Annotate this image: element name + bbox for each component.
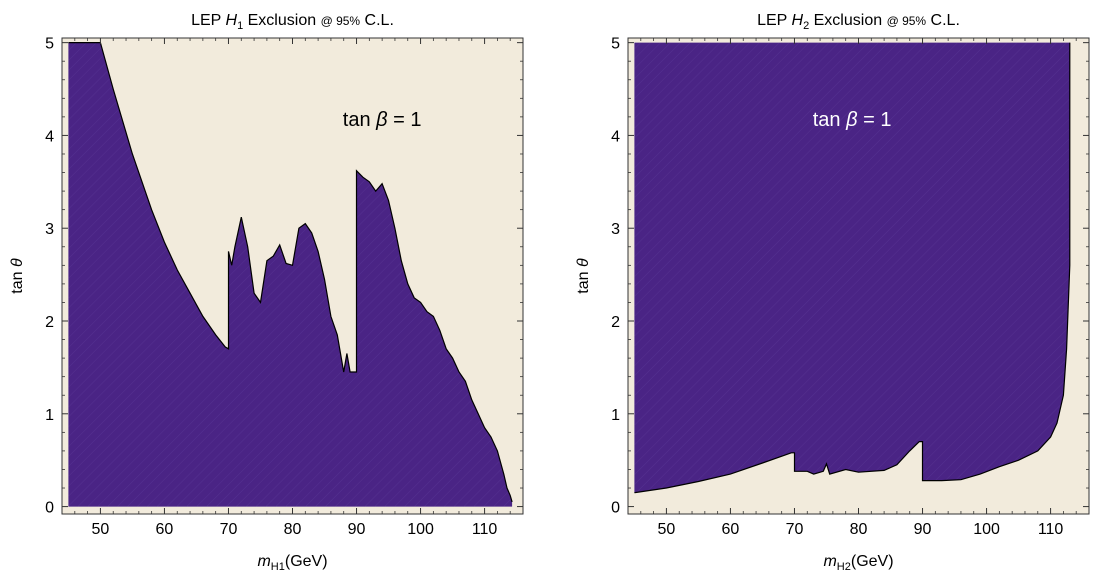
y-tick-label: 2 (611, 314, 620, 331)
exclusion-boundary-line (634, 42, 1071, 494)
x-tick-label: 50 (658, 521, 676, 538)
y-tick-label: 5 (611, 36, 620, 53)
y-axis-label: tan θ (9, 258, 26, 294)
x-tick-label: 90 (348, 521, 366, 538)
x-tick-label: 100 (407, 521, 434, 538)
x-tick-label: 50 (92, 521, 110, 538)
x-tick-label: 80 (284, 521, 302, 538)
y-tick-label: 1 (611, 407, 620, 424)
y-tick-label: 1 (45, 407, 54, 424)
annotation-tan-beta: tan β = 1 (813, 109, 892, 131)
x-tick-label: 70 (220, 521, 238, 538)
chart-panel-2: 50 60 70 80 90 100 110 0 1 2 3 4 5 LEP H2 Exclusion @… (575, 12, 1090, 573)
x-tick-label: 70 (786, 521, 804, 538)
y-tick-label: 2 (45, 314, 54, 331)
y-tick-label: 3 (45, 221, 54, 238)
exclusion-boundary-line (68, 41, 513, 503)
x-tick-label: 110 (472, 521, 498, 538)
y-tick-label: 0 (45, 500, 54, 517)
y-tick-label: 3 (611, 221, 620, 238)
y-tick-label: 5 (45, 36, 54, 53)
x-tick-label: 60 (156, 521, 174, 538)
excluded-region-texture (634, 42, 1070, 493)
x-axis-label: mH2(GeV) (823, 553, 893, 573)
chart-title: LEP H2 Exclusion @ 95% C.L. (757, 12, 960, 32)
chart-panel-1: 50 60 70 80 90 100 110 0 1 2 3 4 5 LEP H1 Exclusion @… (9, 12, 524, 573)
x-tick-label: 60 (722, 521, 740, 538)
x-tick-label: 110 (1038, 521, 1064, 538)
x-tick-label: 90 (914, 521, 932, 538)
excluded-region-texture (68, 42, 513, 507)
y-tick-label: 4 (45, 128, 54, 145)
x-tick-label: 80 (850, 521, 868, 538)
y-tick-label: 0 (611, 500, 620, 517)
chart-title: LEP H1 Exclusion @ 95% C.L. (191, 12, 394, 32)
x-tick-label: 100 (973, 521, 1000, 538)
y-tick-label: 4 (611, 128, 620, 145)
y-axis-label: tan θ (575, 258, 592, 294)
x-axis-label: mH1(GeV) (257, 553, 327, 573)
annotation-tan-beta: tan β = 1 (343, 109, 422, 131)
